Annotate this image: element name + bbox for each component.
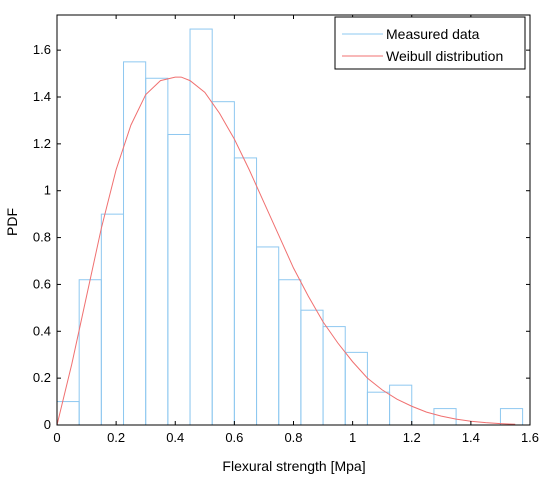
histogram-bar [145, 77, 169, 426]
y-axis-label: PDF [4, 208, 20, 236]
legend: Measured data Weibull distribution [334, 16, 526, 70]
x-tick-label: 0.4 [166, 430, 184, 445]
y-tick-label: 0.2 [33, 370, 51, 385]
x-tick-label: 0.2 [107, 430, 125, 445]
y-tick-label: 0.6 [33, 276, 51, 291]
histogram-bar [300, 309, 324, 426]
x-tick-label: 1.2 [403, 430, 421, 445]
histogram-bar [211, 101, 235, 426]
histogram-bar [256, 246, 280, 426]
histogram-bar [167, 133, 191, 426]
weibull-curve [56, 76, 516, 426]
x-axis-label: Flexural strength [Mpa] [222, 458, 365, 474]
legend-box [334, 16, 526, 70]
legend-measured-label: Measured data [386, 26, 480, 42]
axes-box [56, 14, 531, 426]
y-tick-label: 0.4 [33, 323, 51, 338]
legend-weibull-label: Weibull distribution [386, 48, 503, 64]
histogram-bar [499, 408, 524, 426]
x-tick-label: 1 [349, 430, 356, 445]
x-tick-label: 0.8 [284, 430, 302, 445]
plot-area: 0 0.2 0.4 0.6 0.8 1 1.2 1.4 1.6 0 0.2 0.4 0.6 0.8 1 1.2… [33, 14, 539, 445]
histogram-bar [233, 157, 258, 426]
y-tick-label: 1.4 [33, 89, 51, 104]
x-tick-label: 0.6 [225, 430, 243, 445]
x-tick-label: 1.4 [462, 430, 480, 445]
histogram-bar [322, 326, 346, 426]
histogram-bar [278, 279, 302, 426]
y-tick-label: 1.2 [33, 136, 51, 151]
y-tick-label: 1.6 [33, 42, 51, 57]
histogram-bar [366, 391, 391, 426]
histogram-bar [78, 279, 102, 426]
y-tick-label: 1 [44, 183, 51, 198]
y-tick-label: 0 [44, 417, 51, 432]
histogram-bar [123, 61, 147, 426]
x-tick-label: 1.6 [521, 430, 539, 445]
y-tick-label: 0.8 [33, 230, 51, 245]
x-tick-label: 0 [53, 430, 60, 445]
histogram-bar [100, 213, 125, 426]
histogram-bar [189, 28, 213, 426]
histogram-bar [344, 351, 368, 426]
